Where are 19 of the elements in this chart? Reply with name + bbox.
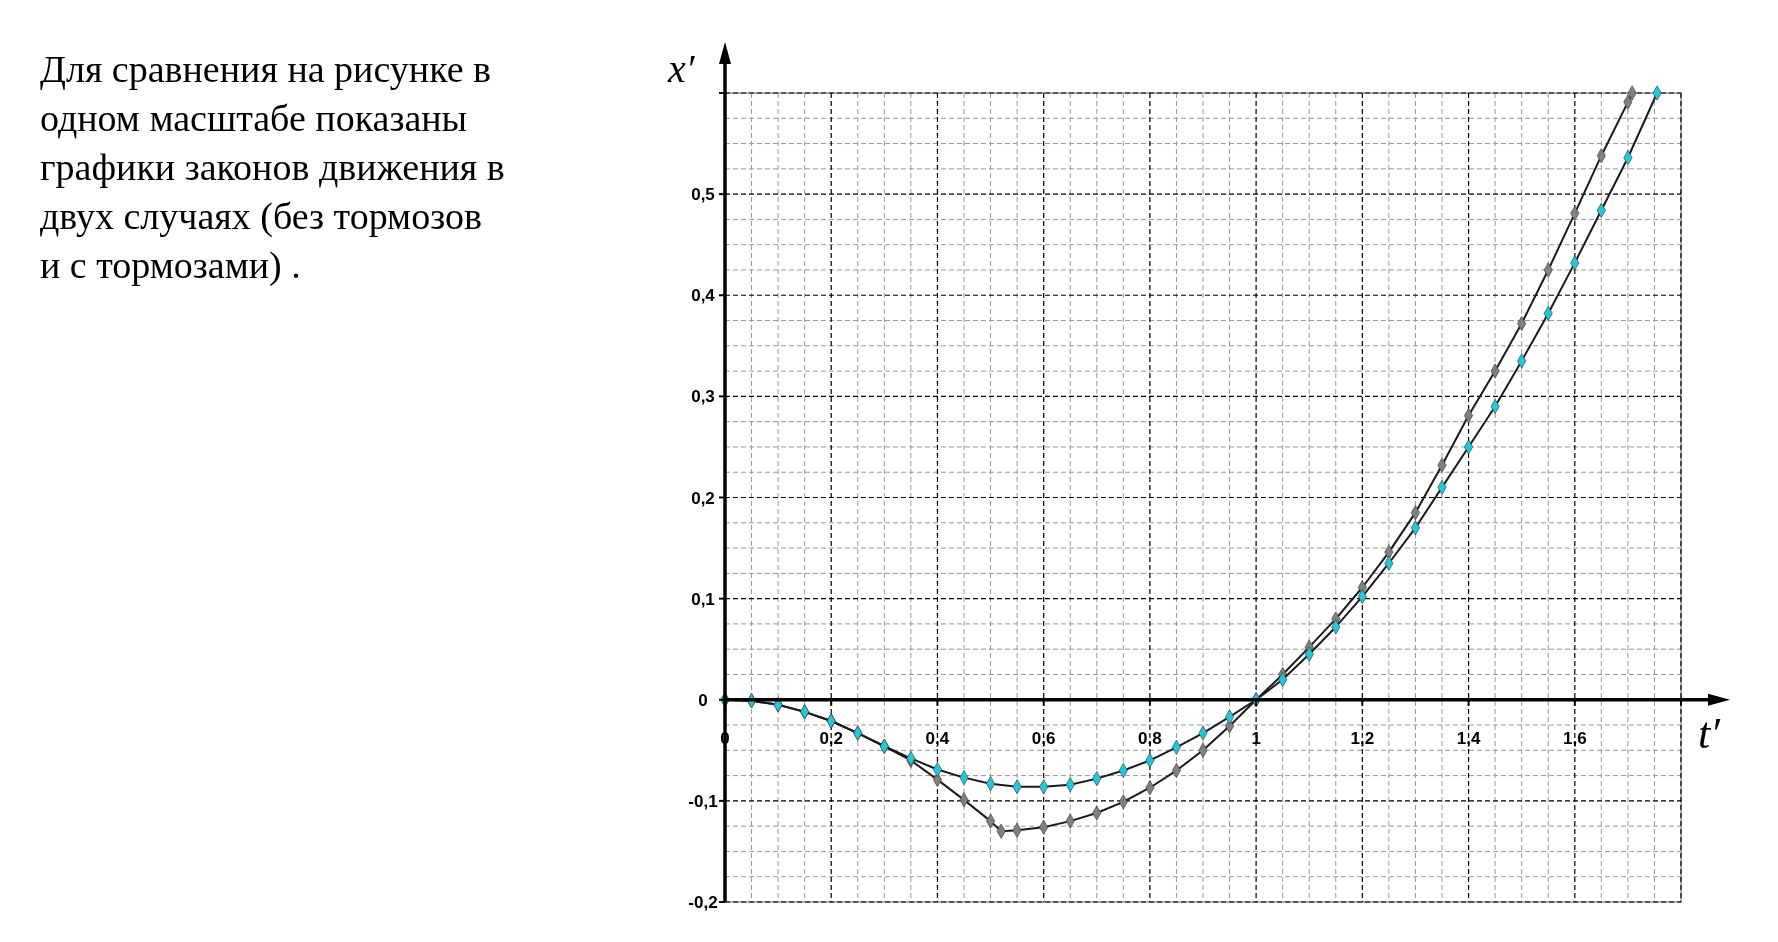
y-tick-label: -0,2 — [688, 893, 718, 912]
x-axis-title: t′ — [1698, 708, 1722, 758]
y-tick-label: 0 — [698, 690, 708, 710]
y-tick-label: 0,5 — [691, 185, 715, 205]
text: Для сравнения на рисунке в одном масштабе показаны графики законов движения в двух случаях (без тормозов и с тормозами) . — [40, 48, 505, 287]
x-tick-label: 0,4 — [925, 728, 950, 748]
y-tick-label: 0,2 — [691, 488, 715, 508]
y-tick-label: 0,4 — [691, 286, 716, 306]
y-tick-label: 0,3 — [691, 387, 715, 407]
x-tick-label: 1 — [1251, 728, 1261, 748]
x-tick-label: 1,6 — [1562, 728, 1587, 748]
x-tick-label: 0,2 — [819, 728, 844, 748]
y-axis-title: x′ — [667, 46, 696, 91]
x-tick-label: 1,2 — [1350, 728, 1375, 748]
x-tick-label: 1,4 — [1456, 728, 1481, 748]
x-tick-label: 0,8 — [1138, 728, 1162, 748]
y-tick-label: 0,1 — [691, 589, 715, 609]
x-tick-label: 0,6 — [1031, 728, 1056, 748]
y-tick-label: -0,1 — [688, 791, 718, 811]
